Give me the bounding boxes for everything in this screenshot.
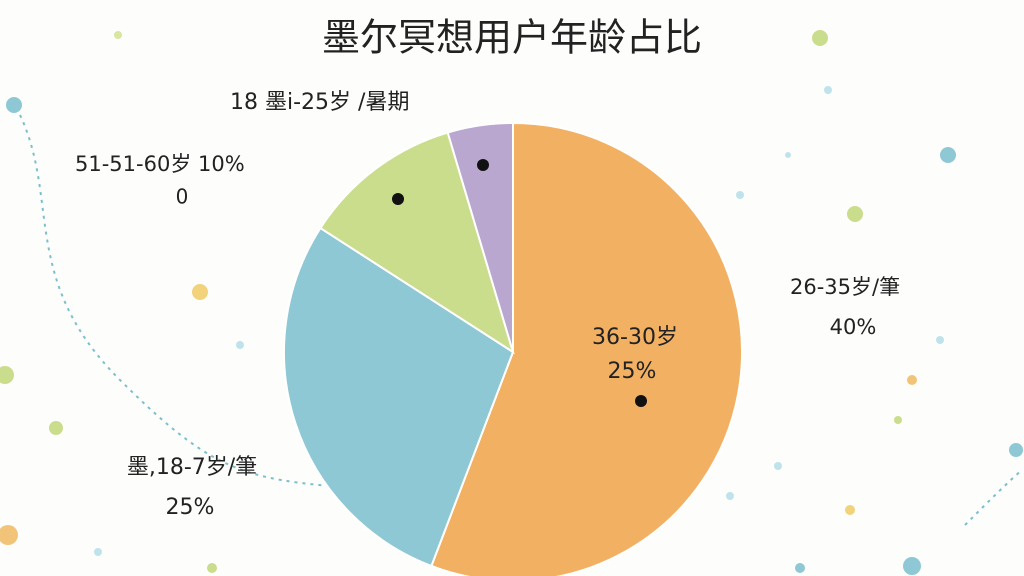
pie-slice [430,121,743,576]
pie [283,121,743,576]
annotation: 40% [830,315,877,339]
pie-slice [446,121,514,353]
pie-slice [283,226,515,568]
decoration [392,159,647,407]
annotation: 25% [608,359,657,384]
annotation: 26-35岁/筆 [790,275,900,299]
annotation: 36-30岁 [592,325,678,350]
annotation: 51-51-60岁 10% [75,152,245,176]
annotation: 18 墨i-25岁 /暑期 [230,90,409,115]
chart-title: 墨尔冥想用户年龄占比 [322,16,702,60]
pie-slice [319,131,515,355]
annotation: 0 [176,185,189,209]
decoration [0,30,1023,575]
annotation: 墨,18-7岁/筆 [127,455,257,480]
annotation: 25% [166,495,215,520]
annotations: 18 墨i-25岁 /暑期 51-51-60岁 10% 0 26-35岁/筆 40% 36… [75,90,900,520]
